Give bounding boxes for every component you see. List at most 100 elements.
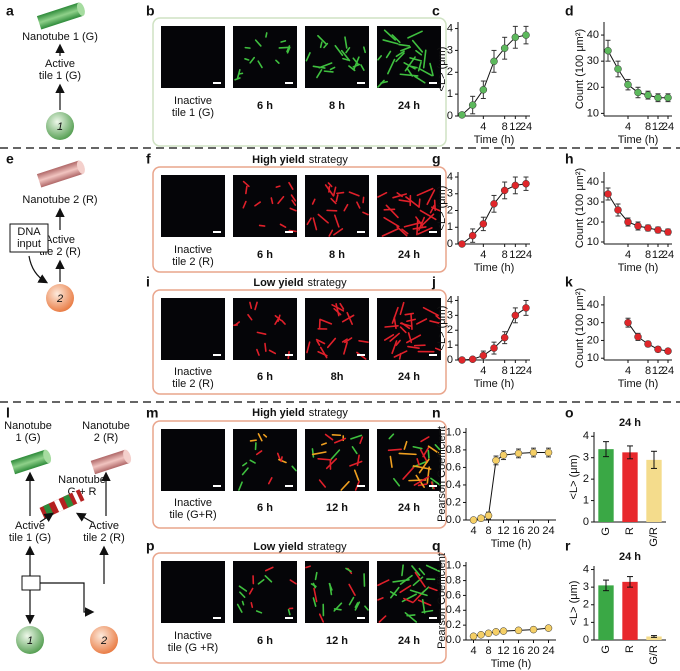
data-point <box>624 318 632 327</box>
nanotube-strand <box>419 209 437 221</box>
nanotube-strand <box>417 61 422 72</box>
tile-number: 1 <box>27 635 33 647</box>
nanotube-strand <box>250 601 254 609</box>
panel-letter: c <box>432 3 440 19</box>
nanotube-strand <box>288 181 294 190</box>
nanotube-strand <box>242 200 247 209</box>
y-tick-label: 0.0 <box>446 634 461 646</box>
y-tick-label: 4 <box>447 294 453 306</box>
image-label: 24 h <box>398 635 420 647</box>
y-axis-label: Pearson Coefficient <box>436 426 448 522</box>
x-tick-label: 24 <box>662 365 674 377</box>
data-point <box>614 206 622 214</box>
nanotube-strand <box>241 467 249 476</box>
y-tick-label: 0.6 <box>446 589 461 601</box>
nanotube-strand <box>358 339 369 344</box>
data-point <box>479 220 488 228</box>
x-tick-label: 8 <box>645 249 651 261</box>
panel-letter: e <box>6 151 14 167</box>
y-tick-label: 2 <box>583 473 589 485</box>
nanotube-strand <box>377 579 390 587</box>
nanotube-strand <box>395 50 405 58</box>
nanotube-strand <box>429 62 434 77</box>
nanotube-strand <box>312 217 318 231</box>
data-point <box>479 86 488 94</box>
nanotube-strand <box>403 597 414 604</box>
nanotube-strand <box>353 56 360 70</box>
bar <box>646 459 662 522</box>
diagram-label: 2 (R) <box>94 432 118 444</box>
panel-letter: l <box>6 405 10 421</box>
nanotube-strand <box>399 584 412 594</box>
nanotube-icon <box>36 160 85 188</box>
nanotube-strand <box>389 332 400 342</box>
y-tick-label: 10 <box>587 236 599 248</box>
diagram-l: Nanotube 1 (G) Nanotube 2 (R) Nanotube G… <box>4 420 132 654</box>
x-tick-label: 12 <box>497 645 509 657</box>
x-tick-label: 4 <box>480 365 486 377</box>
nanotube-strand <box>328 185 331 193</box>
nanotube-strand <box>257 60 263 69</box>
x-tick-label: 20 <box>527 525 539 537</box>
data-point <box>514 626 523 635</box>
nanotube-strand <box>407 30 423 39</box>
nanotube-strand <box>244 58 250 61</box>
x-tick-label: G <box>600 645 612 654</box>
data-point <box>469 516 478 524</box>
x-axis-label: Time (h) <box>491 538 532 550</box>
data-point <box>624 80 632 89</box>
nanotube-strand <box>413 475 430 486</box>
heading-rest: strategy <box>309 154 349 166</box>
arrow <box>75 512 93 523</box>
y-tick-label: 0 <box>447 110 453 122</box>
diagram-label: Nanotube 1 (G) <box>22 31 98 43</box>
data-point <box>634 333 642 341</box>
data-point <box>522 31 530 39</box>
image-panel-frame <box>152 552 447 664</box>
strategy-heading: High yield strategy <box>252 154 348 166</box>
nanotube-strand <box>344 337 353 344</box>
nanotube-strand <box>420 436 430 443</box>
nanotube-strand <box>236 69 241 79</box>
image-label: 6 h <box>257 502 273 514</box>
y-axis-label: <L> (μm) <box>436 47 448 92</box>
nanotube-strand <box>291 465 297 472</box>
micrograph <box>233 298 297 360</box>
data-point <box>484 511 493 520</box>
nanotube-strand <box>329 66 336 71</box>
nanotube-strand <box>385 50 392 59</box>
nanotube-icon <box>10 449 52 475</box>
y-tick-label: 10 <box>587 352 599 364</box>
nanotube-strand <box>383 29 397 41</box>
diagram-label: tile 1 (G) <box>39 70 81 82</box>
y-tick-label: 3 <box>447 44 453 56</box>
nanotube-strand <box>353 469 360 482</box>
nanotube-strand <box>396 226 408 237</box>
data-point <box>634 88 642 97</box>
tile-number: 2 <box>100 635 107 647</box>
y-tick-label: 3 <box>447 188 453 200</box>
y-tick-label: 1 <box>447 339 453 351</box>
image-panel-frame <box>152 289 447 395</box>
nanotube-strand <box>335 194 339 203</box>
nanotube-strand <box>241 600 245 606</box>
nanotube-strand <box>364 605 369 611</box>
image-label: 6 h <box>257 635 273 647</box>
data-point <box>490 200 498 208</box>
x-tick-label: 4 <box>625 365 631 377</box>
bar <box>598 585 614 640</box>
y-axis-label: <L> (μm) <box>568 455 580 500</box>
nanotube-strand <box>254 39 262 47</box>
nanotube-strand <box>340 480 350 491</box>
nanotube-strand <box>343 203 349 212</box>
nanotube-icon <box>90 449 132 475</box>
x-tick-label: 12 <box>652 365 664 377</box>
nanotube-strand <box>327 182 333 188</box>
y-tick-label: 1 <box>583 616 589 628</box>
nanotube-strand <box>332 186 337 197</box>
x-tick-label: G/R <box>648 527 660 547</box>
y-axis-label: Pearson Coefficient <box>436 553 448 649</box>
data-point <box>644 224 652 232</box>
heading-rest: strategy <box>309 407 349 419</box>
nanotube-strand <box>395 52 405 63</box>
